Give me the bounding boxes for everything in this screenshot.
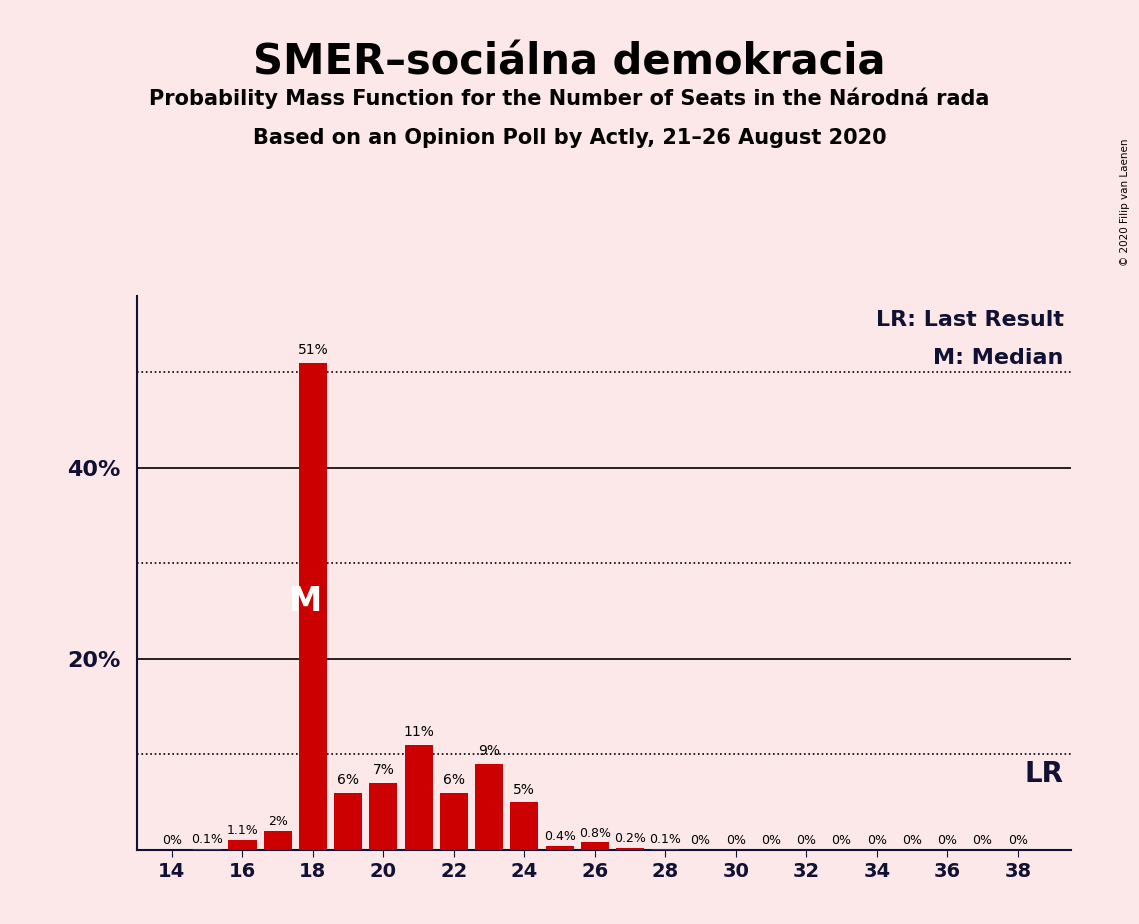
Bar <box>334 793 362 850</box>
Text: 11%: 11% <box>403 725 434 739</box>
Text: 0.4%: 0.4% <box>543 831 575 844</box>
Bar <box>228 840 256 850</box>
Text: 0%: 0% <box>690 834 711 847</box>
Text: 0.2%: 0.2% <box>614 833 646 845</box>
Text: Probability Mass Function for the Number of Seats in the Národná rada: Probability Mass Function for the Number… <box>149 88 990 109</box>
Text: 6%: 6% <box>337 773 359 787</box>
Text: M: M <box>289 585 322 618</box>
Bar <box>440 793 468 850</box>
Text: Based on an Opinion Poll by Actly, 21–26 August 2020: Based on an Opinion Poll by Actly, 21–26… <box>253 128 886 148</box>
Text: 0%: 0% <box>902 834 923 847</box>
Text: 0.8%: 0.8% <box>579 827 611 840</box>
Bar <box>510 802 539 850</box>
Text: 0%: 0% <box>937 834 957 847</box>
Text: 0%: 0% <box>973 834 992 847</box>
Text: 2%: 2% <box>268 815 287 828</box>
Bar <box>194 849 221 850</box>
Text: 0%: 0% <box>726 834 746 847</box>
Text: 0%: 0% <box>867 834 887 847</box>
Text: 9%: 9% <box>478 745 500 759</box>
Bar <box>581 843 609 850</box>
Text: SMER–sociálna demokracia: SMER–sociálna demokracia <box>253 42 886 83</box>
Text: 6%: 6% <box>443 773 465 787</box>
Text: 0%: 0% <box>1008 834 1027 847</box>
Bar <box>263 831 292 850</box>
Text: 7%: 7% <box>372 763 394 777</box>
Text: 51%: 51% <box>297 343 328 357</box>
Bar <box>404 745 433 850</box>
Text: 0.1%: 0.1% <box>649 833 681 846</box>
Bar <box>475 764 503 850</box>
Text: LR: Last Result: LR: Last Result <box>876 310 1064 330</box>
Text: 0%: 0% <box>162 834 182 847</box>
Bar <box>298 362 327 850</box>
Text: 0%: 0% <box>831 834 852 847</box>
Text: © 2020 Filip van Laenen: © 2020 Filip van Laenen <box>1121 139 1130 266</box>
Text: 0.1%: 0.1% <box>191 833 223 846</box>
Text: 1.1%: 1.1% <box>227 823 259 837</box>
Bar <box>369 784 398 850</box>
Bar <box>652 849 680 850</box>
Text: 0%: 0% <box>761 834 781 847</box>
Text: 0%: 0% <box>796 834 817 847</box>
Bar <box>616 848 645 850</box>
Text: M: Median: M: Median <box>933 347 1064 368</box>
Bar <box>546 846 574 850</box>
Text: LR: LR <box>1025 760 1064 787</box>
Text: 5%: 5% <box>514 783 535 796</box>
